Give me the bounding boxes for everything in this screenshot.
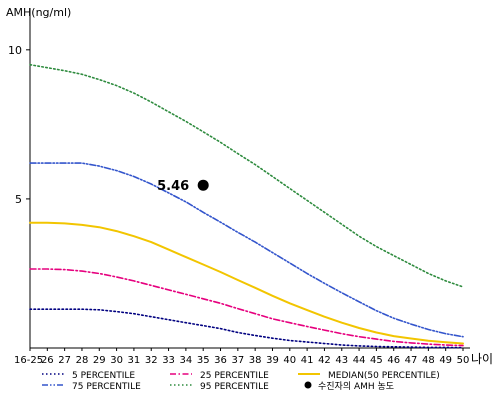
chart-marker: 5.46 bbox=[157, 179, 209, 194]
legend-label: 25 PERCENTILE bbox=[200, 371, 269, 381]
x-axis-label: 나이 bbox=[471, 352, 493, 366]
legend-label: MEDIAN(50 PERCENTILE) bbox=[328, 371, 440, 381]
chart-series bbox=[29, 63, 464, 349]
x-tick-label: 16-25 bbox=[14, 355, 43, 366]
x-tick-label: 27 bbox=[58, 355, 71, 366]
legend-label: 95 PERCENTILE bbox=[200, 382, 269, 392]
chart-axes bbox=[29, 8, 470, 349]
legend-label: 75 PERCENTILE bbox=[72, 382, 141, 392]
x-tick-label: 39 bbox=[266, 355, 279, 366]
x-tick-label: 42 bbox=[318, 355, 331, 366]
x-tick-label: 33 bbox=[162, 355, 175, 366]
x-tick-label: 30 bbox=[110, 355, 123, 366]
y-tick-label: 5 bbox=[15, 193, 22, 206]
x-tick-label: 29 bbox=[93, 355, 106, 366]
x-tick-label: 37 bbox=[231, 355, 244, 366]
series-line-median-50-percentile bbox=[29, 221, 464, 345]
x-tick-label: 35 bbox=[197, 355, 210, 366]
series-line-25-percentile bbox=[29, 268, 464, 347]
y-tick-label: 10 bbox=[8, 44, 22, 57]
y-axis-label: AMH(ng/ml) bbox=[6, 6, 71, 19]
x-tick-label: 38 bbox=[249, 355, 262, 366]
x-tick-label: 47 bbox=[405, 355, 418, 366]
x-tick-label: 48 bbox=[422, 355, 435, 366]
series-line-95-percentile bbox=[29, 63, 464, 288]
series-line-75-percentile bbox=[29, 162, 464, 338]
x-tick-label: 32 bbox=[145, 355, 158, 366]
patient-amh-point bbox=[197, 179, 209, 191]
x-tick-label: 44 bbox=[353, 355, 366, 366]
series-line-5-percentile bbox=[29, 308, 464, 349]
x-tick-label: 45 bbox=[370, 355, 383, 366]
legend-marker-dot bbox=[304, 381, 312, 389]
x-tick-label: 43 bbox=[335, 355, 348, 366]
x-tick-label: 41 bbox=[301, 355, 314, 366]
x-tick-label: 26 bbox=[41, 355, 54, 366]
x-tick-label: 50 bbox=[457, 355, 470, 366]
x-tick-label: 28 bbox=[76, 355, 89, 366]
chart-legend: 5 PERCENTILE 25 PERCENTILE MEDIAN(50 PERCE… bbox=[42, 371, 440, 392]
legend-label: 수진자의 AMH 농도 bbox=[318, 381, 394, 392]
x-tick-label: 34 bbox=[180, 355, 193, 366]
x-tick-label: 31 bbox=[128, 355, 141, 366]
patient-amh-label: 5.46 bbox=[157, 179, 189, 194]
legend-label: 5 PERCENTILE bbox=[72, 371, 135, 381]
x-tick-label: 40 bbox=[283, 355, 296, 366]
x-tick-label: 49 bbox=[439, 355, 452, 366]
x-tick-label: 46 bbox=[387, 355, 400, 366]
x-tick-label: 36 bbox=[214, 355, 227, 366]
